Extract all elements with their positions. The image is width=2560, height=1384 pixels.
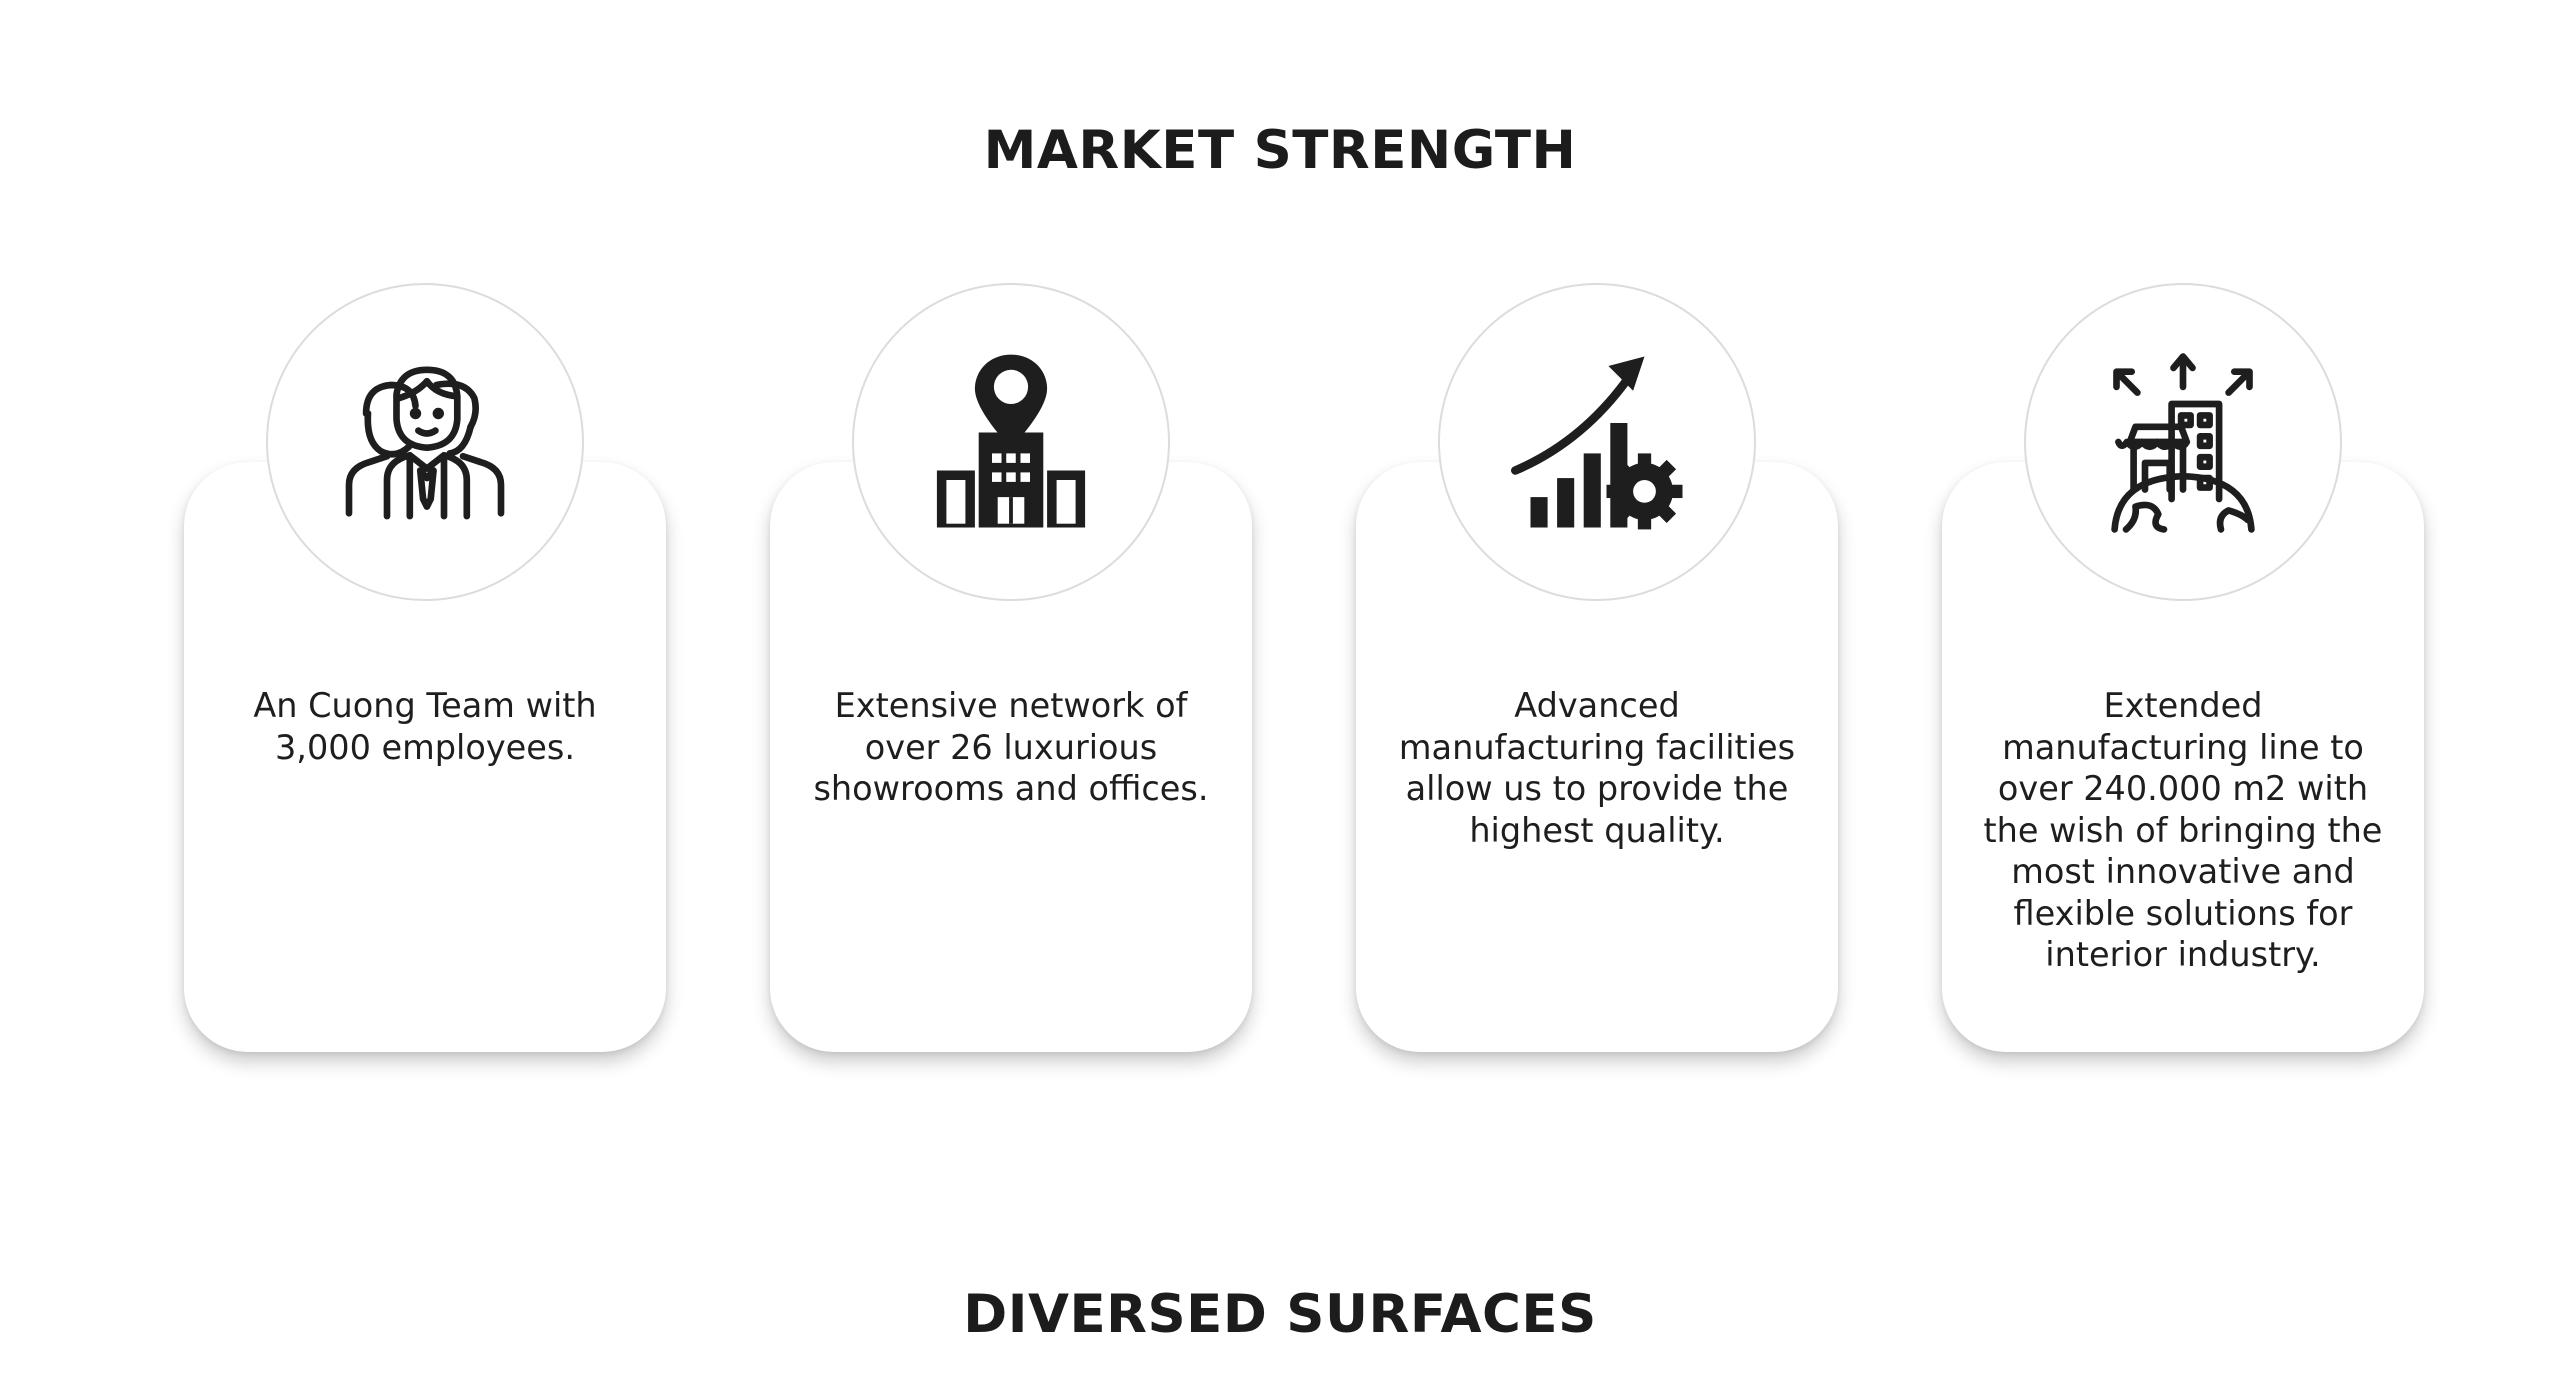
card-team-icon-circle [266, 283, 584, 601]
diversed-surfaces-title: DIVERSED SURFACES [963, 1284, 1597, 1345]
team-icon [345, 366, 505, 520]
market-strength-title: MARKET STRENGTH [983, 120, 1577, 181]
growth-gear-icon [1511, 356, 1683, 530]
building-location-icon [936, 354, 1086, 528]
card-network-text: Extensive network of over 26 luxurious s… [813, 686, 1209, 808]
card-expansion-icon-circle [2024, 283, 2342, 601]
card-expansion-text: Extended manufacturing line to over 240.… [1983, 686, 2383, 974]
card-manufacturing-icon-circle [1438, 283, 1756, 601]
global-expansion-icon [2111, 353, 2255, 533]
card-network-icon-circle [852, 283, 1170, 601]
card-team-text: An Cuong Team with 3,000 employees. [253, 686, 597, 767]
card-manufacturing-text: Advanced manufacturing facilities allow … [1398, 686, 1796, 850]
